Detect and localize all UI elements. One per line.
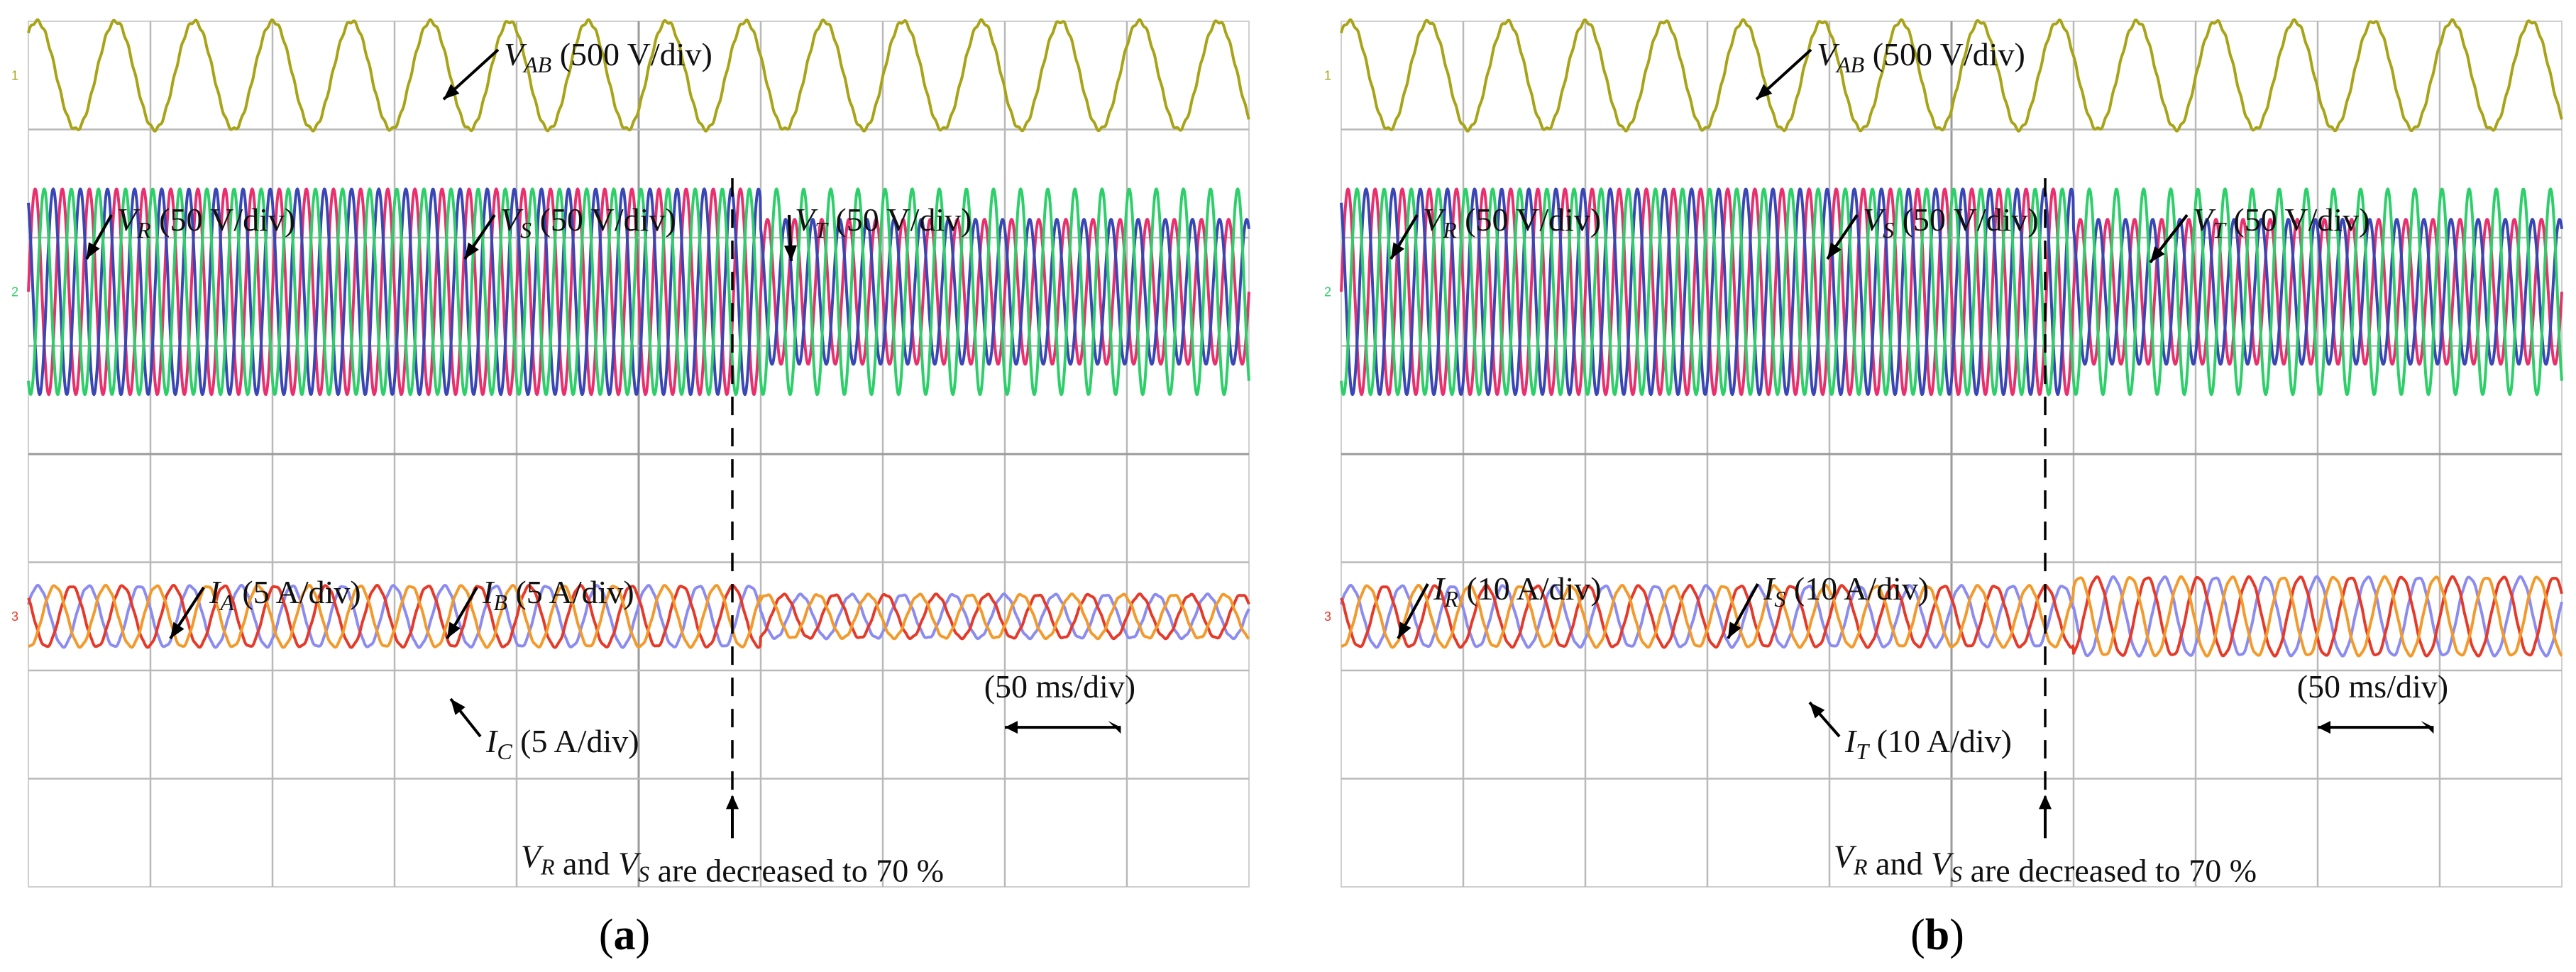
event-label: VR and VS are decreased to 70 % [1834, 839, 2257, 889]
series-line-i_c [27, 583, 1250, 649]
series-line-i_b [27, 584, 1250, 649]
series-label-vab: VAB (500 V/div) [1817, 36, 2025, 77]
series-line-i_r [1340, 575, 2563, 658]
channel-marker: 1 [11, 68, 18, 82]
event-label: VR and VS are decreased to 70 % [521, 839, 944, 889]
time-scale-label: (50 ms/div) [984, 668, 1135, 705]
series-label-ic: IC (5 A/div) [485, 723, 639, 764]
panel-b: 1 2 3 VR and VS are decreased to 70 % (50 ms… [1324, 18, 2563, 889]
series-line-v_t [1340, 187, 2563, 397]
series-label-vt: VT (50 V/div) [795, 201, 972, 243]
series-line-i_a [27, 583, 1250, 649]
channel-marker: 2 [1324, 285, 1331, 299]
series-label-is: IS (10 A/div) [1763, 570, 1929, 612]
series-line-v_ab [27, 18, 1250, 133]
series-line-v_ab [1340, 18, 2563, 133]
channel-marker: 1 [1324, 68, 1331, 82]
series-label-vab: VAB (500 V/div) [504, 36, 712, 77]
series-line-v_s [1340, 187, 2563, 397]
series-line-i_s [1340, 575, 2563, 658]
event-arrow-head [726, 795, 739, 810]
panel-caption: (b) [1910, 911, 1964, 959]
series-label-vr: VR (50 V/div) [117, 201, 295, 243]
series-line-i_t [1340, 575, 2563, 658]
series-line-v_s [27, 187, 1250, 397]
series-label-vr: VR (50 V/div) [1423, 201, 1601, 243]
event-arrow-head [2039, 795, 2052, 810]
series-label-vt: VT (50 V/div) [2193, 201, 2370, 243]
time-scale-label: (50 ms/div) [2297, 668, 2448, 705]
channel-marker: 3 [1324, 609, 1331, 624]
panel-caption: (a) [599, 911, 650, 959]
panel-a: 1 2 3 VR and VS are decreased to 70 % (50 ms… [11, 18, 1250, 889]
series-line-v_r [27, 187, 1250, 397]
series-label-ib: IB (5 A/div) [482, 574, 634, 615]
channel-marker: 3 [11, 609, 18, 624]
series-label-vs: VS (50 V/div) [1863, 201, 2039, 243]
series-label-ir: IR (10 A/div) [1433, 570, 1602, 612]
series-label-vs: VS (50 V/div) [500, 201, 676, 243]
series-line-v_t [27, 187, 1250, 397]
series-label-it: IT (10 A/div) [1844, 723, 2012, 764]
series-label-ia: IA (5 A/div) [209, 574, 361, 615]
channel-marker: 2 [11, 285, 18, 299]
series-line-v_r [1340, 187, 2563, 397]
